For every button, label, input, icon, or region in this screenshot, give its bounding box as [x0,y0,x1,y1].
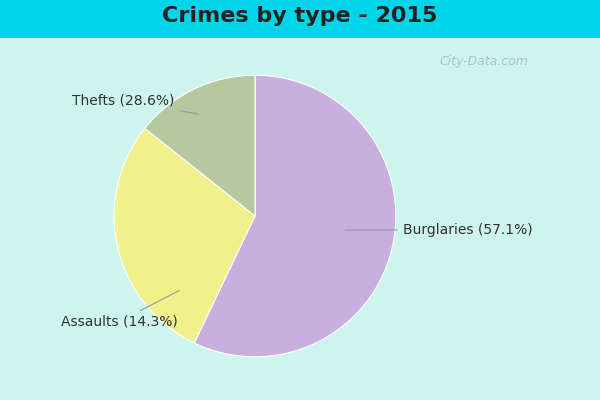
Text: Thefts (28.6%): Thefts (28.6%) [72,94,199,114]
Text: Crimes by type - 2015: Crimes by type - 2015 [163,6,437,26]
Wedge shape [145,75,255,216]
Text: Assaults (14.3%): Assaults (14.3%) [61,290,179,329]
Text: Burglaries (57.1%): Burglaries (57.1%) [345,223,532,237]
Wedge shape [114,128,255,343]
Wedge shape [194,75,396,357]
Text: City-Data.com: City-Data.com [439,56,528,68]
